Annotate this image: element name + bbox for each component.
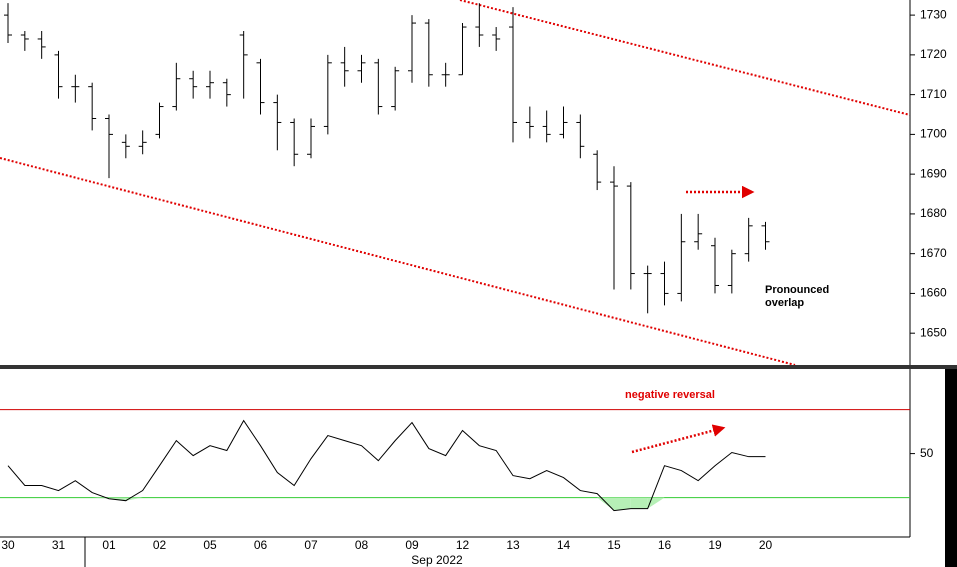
oversold-fill — [630, 497, 648, 509]
rsi-line — [7, 419, 766, 512]
y-tick-label: 1680 — [920, 206, 947, 220]
oversold-fill — [92, 497, 109, 499]
x-tick-label: 07 — [304, 538, 318, 552]
x-tick-label: 13 — [506, 538, 520, 552]
channel-line — [459, 0, 911, 116]
x-tick-label: 16 — [658, 538, 672, 552]
x-tick-label: 14 — [557, 538, 571, 552]
x-tick-label: 12 — [456, 538, 470, 552]
x-tick-label: 09 — [405, 538, 419, 552]
y-tick-label: 1650 — [920, 325, 947, 339]
annotation: negative reversal — [625, 389, 715, 401]
y-tick-label: 1730 — [920, 7, 947, 21]
edge-bar — [945, 369, 957, 567]
y-tick-label: 1710 — [920, 87, 947, 101]
x-tick-label: 20 — [759, 538, 773, 552]
x-tick-label: 15 — [607, 538, 621, 552]
x-axis-label: Sep 2022 — [411, 553, 463, 567]
oversold-fill — [597, 497, 614, 511]
x-tick-label: 08 — [355, 538, 369, 552]
arrow — [631, 424, 726, 454]
channel-line — [0, 157, 796, 366]
annotation: Pronounced — [765, 284, 829, 296]
x-tick-label: 30 — [1, 538, 15, 552]
x-tick-label: 05 — [203, 538, 217, 552]
y-tick-label: 1670 — [920, 246, 947, 260]
y-tick-label: 50 — [920, 446, 934, 460]
y-tick-label: 1660 — [920, 286, 947, 300]
oversold-fill — [614, 497, 631, 511]
y-tick-label: 1690 — [920, 166, 947, 180]
panel-separator — [0, 365, 957, 369]
x-tick-label: 06 — [254, 538, 268, 552]
x-tick-label: 31 — [52, 538, 66, 552]
y-tick-label: 1700 — [920, 127, 947, 141]
y-tick-label: 1720 — [920, 47, 947, 61]
annotation: overlap — [765, 297, 804, 309]
x-tick-label: 02 — [153, 538, 167, 552]
x-tick-label: 19 — [708, 538, 722, 552]
x-tick-label: 01 — [102, 538, 116, 552]
oversold-fill — [647, 497, 665, 509]
